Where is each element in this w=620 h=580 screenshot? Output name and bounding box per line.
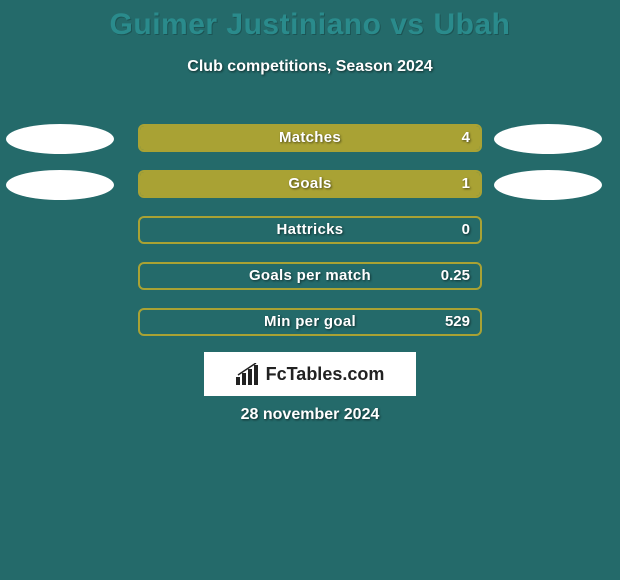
comparison-card: Guimer Justiniano vs Ubah Club competiti… [0, 0, 620, 580]
stat-row: Matches4 [0, 120, 620, 166]
stat-value: 1 [462, 172, 470, 196]
stat-value: 0 [462, 218, 470, 242]
left-disc [6, 124, 114, 154]
brand-text: FcTables.com [266, 364, 385, 385]
stat-rows: Matches4Goals1Hattricks0Goals per match0… [0, 120, 620, 350]
bar-chart-icon [236, 363, 262, 385]
stat-row: Goals per match0.25 [0, 258, 620, 304]
stat-bar: Matches4 [138, 124, 482, 152]
stat-label: Matches [140, 126, 480, 150]
stat-bar: Goals1 [138, 170, 482, 198]
card-title: Guimer Justiniano vs Ubah [0, 8, 620, 42]
right-disc [494, 124, 602, 154]
stat-bar: Goals per match0.25 [138, 262, 482, 290]
stat-label: Goals per match [140, 264, 480, 288]
stat-row: Goals1 [0, 166, 620, 212]
stat-value: 4 [462, 126, 470, 150]
stat-label: Min per goal [140, 310, 480, 334]
stat-bar: Min per goal529 [138, 308, 482, 336]
stat-value: 529 [445, 310, 470, 334]
card-subtitle: Club competitions, Season 2024 [0, 58, 620, 76]
stat-row: Hattricks0 [0, 212, 620, 258]
stat-label: Goals [140, 172, 480, 196]
right-disc [494, 170, 602, 200]
stat-row: Min per goal529 [0, 304, 620, 350]
stat-value: 0.25 [441, 264, 470, 288]
card-date: 28 november 2024 [0, 406, 620, 424]
stat-bar: Hattricks0 [138, 216, 482, 244]
brand-badge: FcTables.com [204, 352, 416, 396]
stat-label: Hattricks [140, 218, 480, 242]
left-disc [6, 170, 114, 200]
